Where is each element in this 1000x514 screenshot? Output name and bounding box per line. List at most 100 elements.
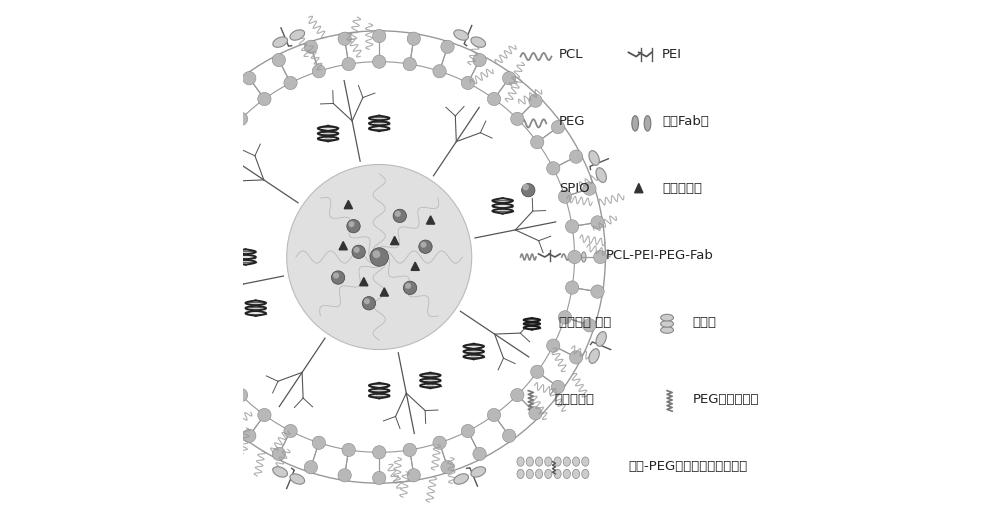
Circle shape (347, 219, 360, 233)
Ellipse shape (159, 348, 170, 363)
Circle shape (433, 65, 446, 78)
Text: PEG: PEG (559, 115, 586, 128)
Circle shape (284, 425, 297, 438)
Text: PEG修饰的多肽: PEG修饰的多肽 (693, 393, 759, 406)
Circle shape (176, 150, 189, 163)
Polygon shape (360, 278, 368, 286)
Ellipse shape (273, 37, 288, 47)
Circle shape (558, 310, 572, 324)
Ellipse shape (582, 469, 589, 479)
Ellipse shape (290, 30, 305, 40)
Circle shape (154, 216, 168, 229)
Circle shape (558, 190, 572, 204)
Circle shape (403, 443, 416, 456)
Ellipse shape (581, 252, 586, 262)
Ellipse shape (554, 469, 561, 479)
Circle shape (312, 65, 326, 78)
Ellipse shape (526, 469, 533, 479)
Ellipse shape (572, 457, 580, 466)
Ellipse shape (273, 467, 288, 477)
Circle shape (272, 53, 286, 67)
Circle shape (441, 461, 454, 474)
Polygon shape (339, 242, 347, 250)
Polygon shape (344, 200, 352, 209)
Ellipse shape (535, 457, 543, 466)
Circle shape (187, 190, 200, 204)
Text: 多肽-PEG修饰的脂质双分子膜: 多肽-PEG修饰的脂质双分子膜 (629, 460, 748, 473)
Circle shape (511, 389, 524, 402)
Ellipse shape (159, 151, 170, 166)
Ellipse shape (454, 474, 468, 484)
Circle shape (198, 161, 212, 175)
Circle shape (531, 136, 544, 149)
Circle shape (365, 299, 369, 304)
Circle shape (551, 380, 565, 394)
Circle shape (511, 112, 524, 125)
Circle shape (407, 469, 420, 482)
Circle shape (312, 436, 326, 449)
Ellipse shape (596, 332, 606, 346)
Circle shape (419, 240, 432, 253)
Polygon shape (635, 183, 643, 193)
Circle shape (258, 408, 271, 421)
Circle shape (461, 425, 475, 438)
Circle shape (162, 319, 176, 332)
Circle shape (473, 53, 486, 67)
Circle shape (216, 407, 230, 420)
Ellipse shape (563, 457, 570, 466)
Circle shape (591, 285, 604, 298)
Circle shape (433, 436, 446, 449)
Circle shape (234, 389, 248, 402)
Circle shape (529, 407, 542, 420)
Circle shape (180, 220, 193, 233)
Circle shape (198, 339, 212, 353)
Circle shape (304, 40, 318, 53)
Ellipse shape (554, 457, 561, 466)
Circle shape (569, 150, 583, 163)
Ellipse shape (535, 469, 543, 479)
Circle shape (531, 365, 544, 378)
Circle shape (421, 243, 426, 247)
Circle shape (342, 443, 355, 456)
Circle shape (180, 281, 193, 294)
Circle shape (403, 58, 416, 71)
Circle shape (547, 339, 560, 353)
Ellipse shape (563, 469, 570, 479)
Ellipse shape (596, 168, 606, 182)
Circle shape (243, 71, 256, 85)
Circle shape (551, 120, 565, 134)
Circle shape (523, 185, 528, 190)
Circle shape (272, 447, 286, 461)
Circle shape (461, 76, 475, 89)
Circle shape (362, 297, 376, 310)
Text: PCL-PEI-PEG-Fab: PCL-PEI-PEG-Fab (605, 249, 713, 262)
Circle shape (258, 93, 271, 106)
Circle shape (334, 273, 338, 278)
Circle shape (522, 183, 535, 197)
Ellipse shape (471, 37, 486, 47)
Ellipse shape (290, 474, 305, 484)
Circle shape (215, 136, 228, 149)
Ellipse shape (517, 457, 524, 466)
Circle shape (194, 380, 207, 394)
Circle shape (287, 164, 472, 350)
Ellipse shape (517, 469, 524, 479)
Text: 脂质体: 脂质体 (693, 316, 717, 329)
Circle shape (393, 209, 406, 223)
Circle shape (304, 461, 318, 474)
Circle shape (152, 250, 165, 264)
Polygon shape (391, 236, 399, 245)
Text: 酶底物多肽: 酶底物多肽 (554, 393, 594, 406)
Ellipse shape (661, 321, 673, 327)
Ellipse shape (152, 332, 162, 346)
Circle shape (187, 310, 200, 324)
Circle shape (177, 250, 191, 264)
Ellipse shape (471, 467, 486, 477)
Text: 抗体Fab段: 抗体Fab段 (662, 115, 709, 128)
Circle shape (403, 281, 417, 295)
Circle shape (284, 76, 297, 89)
Circle shape (407, 32, 420, 45)
Ellipse shape (644, 116, 651, 131)
Circle shape (215, 365, 228, 378)
Circle shape (565, 281, 579, 294)
